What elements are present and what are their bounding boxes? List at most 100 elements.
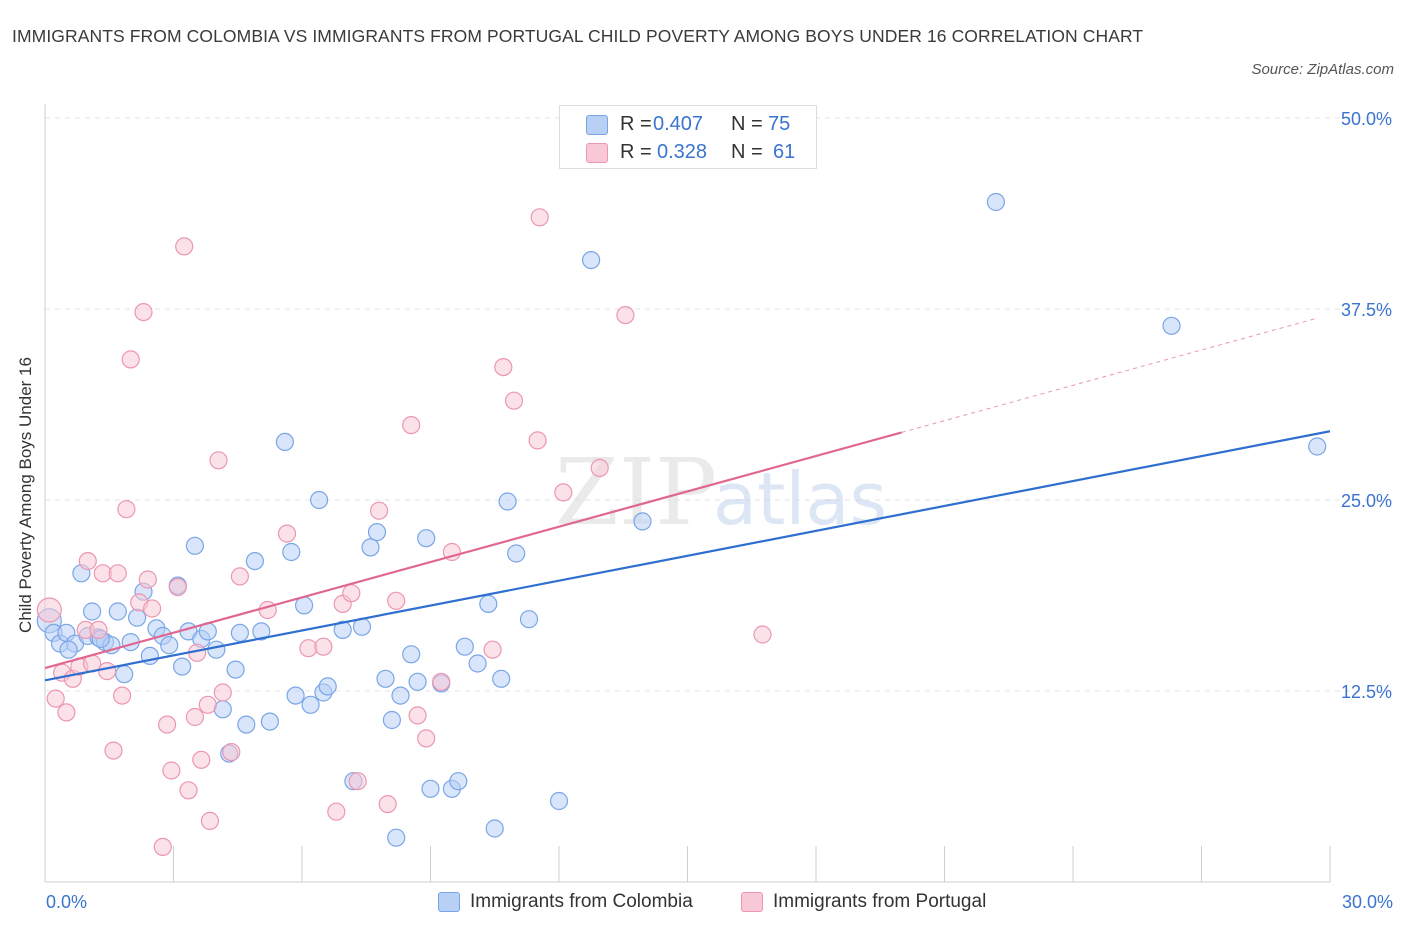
portugal-point-3 — [57, 703, 76, 722]
colombia-point-69 — [633, 512, 652, 531]
trend-lines — [44, 317, 1331, 682]
portugal-point-34 — [222, 742, 241, 762]
portugal-point-35 — [230, 567, 249, 586]
colombia-point-59 — [455, 637, 474, 656]
colombia-point-27 — [213, 700, 232, 719]
portugal-r-value: 0.328 — [657, 141, 708, 163]
portugal-point-22 — [158, 715, 177, 734]
colombia-point-55 — [421, 779, 440, 798]
portugal-point-31 — [200, 811, 219, 831]
colombia-point-7 — [82, 602, 102, 621]
portugal-point-44 — [370, 501, 389, 520]
portugal-point-20 — [143, 599, 162, 618]
portugal-legend-swatch — [741, 892, 763, 912]
portugal-points — [36, 208, 772, 857]
colombia-point-33 — [252, 622, 271, 641]
y-tick-label-0: 12.5% — [1341, 682, 1392, 702]
colombia-point-46 — [361, 538, 380, 557]
colombia-legend-label: Immigrants from Colombia — [470, 891, 693, 912]
portugal-point-29 — [192, 750, 211, 769]
portugal-point-13 — [108, 564, 127, 583]
colombia-point-39 — [301, 695, 320, 714]
colombia-point-34 — [260, 712, 279, 731]
portugal-point-52 — [483, 640, 502, 659]
legend-item-colombia[interactable]: Immigrants from Colombia — [438, 890, 718, 914]
portugal-point-11 — [97, 661, 117, 681]
colombia-point-26 — [207, 640, 226, 659]
portugal-point-42 — [342, 584, 361, 603]
portugal-point-55 — [528, 431, 547, 450]
n-label: N = — [731, 113, 763, 135]
portugal-point-0 — [36, 597, 62, 623]
colombia-point-64 — [498, 492, 517, 511]
portugal-point-25 — [175, 237, 194, 256]
portugal-trend-line-extension — [901, 317, 1318, 433]
stats-row-portugal: R = 0.328 N = 61 — [560, 138, 816, 166]
r-label: R = — [620, 113, 652, 135]
portugal-point-37 — [277, 524, 297, 543]
portugal-point-57 — [554, 483, 573, 502]
portugal-point-38 — [299, 639, 318, 658]
colombia-point-12 — [115, 665, 134, 684]
y-axis-label: Child Poverty Among Boys Under 16 — [16, 357, 35, 633]
colombia-legend-swatch — [438, 892, 460, 912]
y-tick-label-3: 50.0% — [1341, 109, 1392, 129]
portugal-point-15 — [117, 500, 136, 519]
colombia-swatch — [586, 115, 608, 135]
portugal-point-33 — [213, 683, 232, 702]
colombia-point-52 — [402, 645, 421, 664]
portugal-point-39 — [314, 637, 333, 656]
portugal-point-54 — [504, 391, 524, 410]
portugal-point-56 — [530, 208, 549, 227]
portugal-point-47 — [402, 416, 421, 435]
portugal-point-40 — [327, 802, 346, 821]
colombia-n-value: 75 — [768, 113, 791, 135]
portugal-point-30 — [198, 695, 217, 714]
portugal-point-58 — [590, 458, 609, 477]
colombia-point-53 — [408, 672, 427, 691]
portugal-point-45 — [378, 794, 397, 814]
colombia-point-23 — [185, 536, 204, 555]
colombia-point-70 — [986, 192, 1006, 212]
x-tick-label-min: 0.0% — [46, 892, 87, 912]
colombia-point-11 — [108, 602, 127, 621]
colombia-points — [36, 192, 1327, 847]
stats-box: R = 0.407 N = 75 R = 0.328 N = 61 — [559, 105, 817, 169]
portugal-point-16 — [121, 350, 140, 369]
portugal-point-12 — [104, 741, 123, 760]
colombia-point-31 — [237, 715, 256, 734]
portugal-point-19 — [138, 570, 157, 589]
grid-lines — [45, 117, 1395, 692]
portugal-point-24 — [168, 577, 187, 597]
portugal-point-32 — [209, 451, 228, 470]
colombia-point-62 — [485, 819, 504, 838]
colombia-point-36 — [282, 542, 301, 562]
colombia-point-43 — [333, 620, 352, 640]
colombia-point-66 — [519, 610, 539, 629]
tick-labels: 12.5% 25.0% 37.5% 50.0% 0.0% 30.0% — [46, 109, 1393, 912]
watermark-atlas: atlas — [713, 457, 887, 541]
watermark-zip: ZIP — [555, 439, 717, 546]
colombia-point-14 — [128, 608, 147, 627]
y-tick-label-2: 37.5% — [1341, 300, 1392, 320]
portugal-point-60 — [753, 625, 772, 644]
watermark: ZIP atlas — [555, 439, 887, 546]
colombia-point-40 — [310, 490, 329, 510]
colombia-point-35 — [275, 432, 294, 451]
portugal-point-18 — [134, 303, 153, 322]
portugal-point-49 — [417, 729, 436, 748]
colombia-point-58 — [449, 772, 468, 791]
portugal-point-21 — [153, 837, 172, 857]
portugal-point-48 — [408, 706, 427, 725]
portugal-swatch — [586, 143, 608, 163]
legend-item-portugal[interactable]: Immigrants from Portugal — [741, 890, 1021, 914]
colombia-point-49 — [382, 710, 401, 730]
colombia-point-21 — [173, 657, 192, 676]
portugal-point-26 — [179, 781, 198, 800]
colombia-point-42 — [318, 677, 337, 696]
colombia-point-63 — [492, 669, 511, 688]
colombia-point-68 — [581, 251, 601, 270]
portugal-n-value: 61 — [773, 141, 796, 163]
portugal-point-27 — [185, 707, 204, 727]
y-tick-label-1: 25.0% — [1341, 491, 1392, 511]
